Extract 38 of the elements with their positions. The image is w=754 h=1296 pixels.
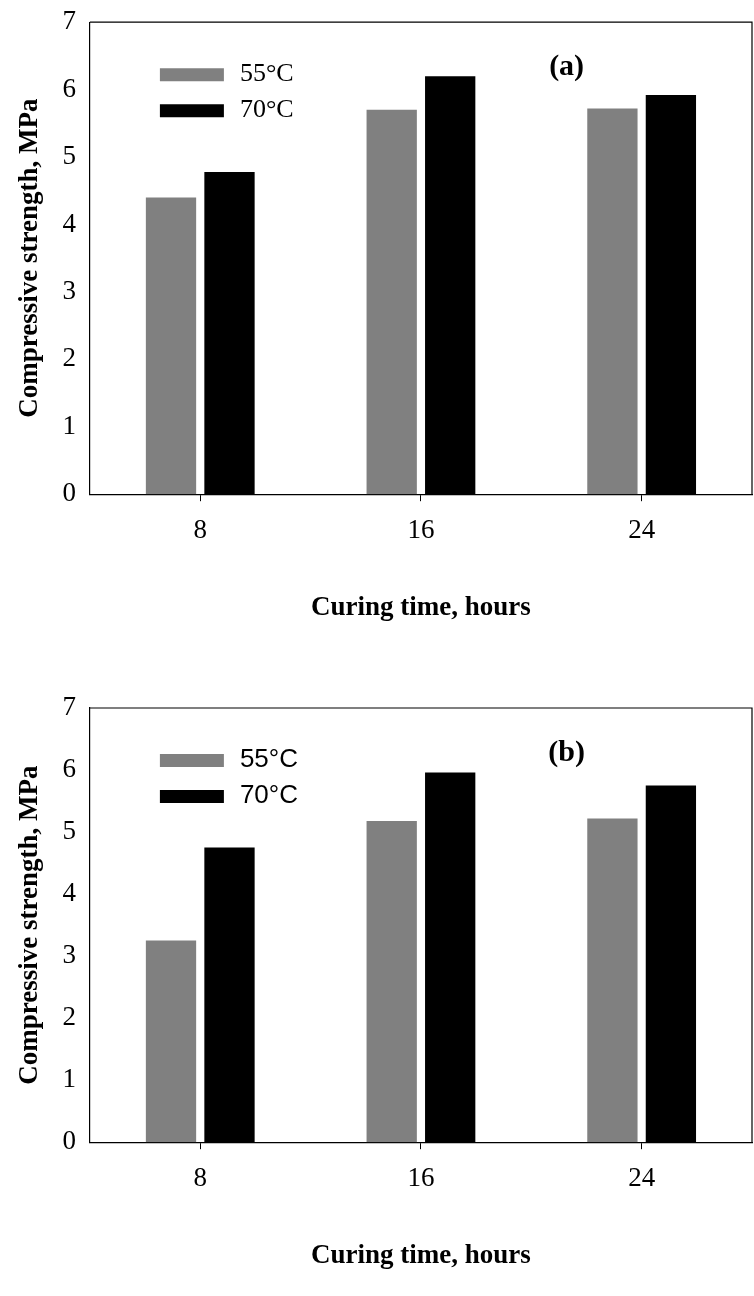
y-tick-label: 0	[62, 477, 76, 508]
y-tick-label: 5	[62, 140, 76, 171]
x-tick-label: 8	[193, 1162, 207, 1193]
bar	[145, 940, 197, 1143]
y-axis-title: Compressive strength, MPa	[13, 98, 44, 418]
annotation: (a)	[549, 47, 585, 82]
x-axis-title: Curing time, hours	[311, 590, 531, 621]
y-tick-label: 4	[62, 207, 77, 238]
y-axis-title: Compressive strength, MPa	[13, 764, 44, 1085]
x-tick-label: 24	[628, 514, 656, 545]
annotation: (b)	[548, 733, 585, 768]
x-tick-label: 16	[407, 514, 435, 545]
bar	[366, 109, 417, 495]
y-tick-label: 1	[62, 1063, 76, 1094]
y-tick-label: 6	[62, 753, 76, 784]
x-tick-label: 8	[193, 514, 207, 545]
legend-label: 70°C	[239, 779, 298, 810]
y-tick-label: 7	[62, 691, 76, 722]
bar	[366, 820, 417, 1143]
x-tick-label: 24	[628, 1162, 656, 1193]
legend-label: 55°C	[239, 58, 294, 88]
x-tick-label: 16	[407, 1162, 435, 1193]
bar	[145, 197, 197, 495]
y-tick-label: 7	[62, 5, 76, 36]
bar	[587, 818, 638, 1143]
y-tick-label: 6	[62, 72, 76, 103]
y-tick-label: 0	[62, 1125, 76, 1156]
y-tick-label: 5	[62, 815, 76, 846]
y-tick-label: 3	[62, 275, 76, 306]
legend-label: 55°C	[239, 743, 298, 774]
y-tick-label: 1	[62, 409, 76, 440]
legend-label: 70°C	[239, 94, 294, 124]
y-tick-label: 4	[62, 877, 77, 908]
y-tick-label: 2	[62, 1001, 76, 1032]
x-axis-title: Curing time, hours	[311, 1238, 531, 1269]
y-tick-label: 3	[62, 939, 76, 970]
bar	[587, 108, 638, 495]
y-tick-label: 2	[62, 342, 76, 373]
